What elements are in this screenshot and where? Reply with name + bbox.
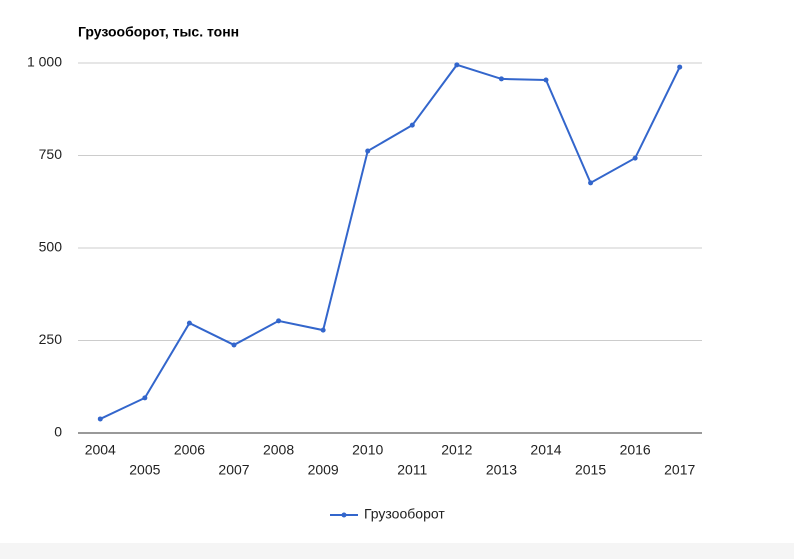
data-point	[142, 395, 148, 401]
x-tick-label: 2012	[441, 442, 472, 458]
x-tick-label: 2009	[308, 462, 339, 478]
data-point	[365, 148, 371, 154]
x-tick-label: 2005	[129, 462, 160, 478]
data-point	[320, 327, 326, 333]
legend-dot	[341, 512, 347, 518]
x-tick-label: 2016	[620, 442, 651, 458]
x-tick-label: 2017	[664, 462, 695, 478]
y-tick-label: 0	[54, 424, 62, 440]
y-tick-label: 1 000	[27, 54, 62, 70]
data-point	[543, 77, 549, 83]
data-line	[99, 63, 681, 420]
data-point	[632, 155, 638, 161]
data-point	[454, 62, 460, 68]
x-tick-label: 2010	[352, 442, 383, 458]
y-tick-label: 750	[39, 146, 63, 162]
data-point	[677, 64, 683, 70]
data-point	[588, 180, 594, 186]
chart-title: Грузооборот, тыс. тонн	[78, 24, 239, 40]
y-tick-label: 500	[39, 239, 63, 255]
data-point	[231, 342, 237, 348]
x-tick-label: 2015	[575, 462, 606, 478]
data-point	[276, 318, 282, 324]
data-point	[97, 416, 103, 422]
x-tick-label: 2011	[397, 462, 427, 478]
y-tick-label: 250	[39, 331, 63, 347]
data-point	[409, 122, 415, 128]
bottom-strip	[0, 543, 794, 559]
x-tick-label: 2013	[486, 462, 517, 478]
x-tick-label: 2004	[85, 442, 116, 458]
legend-label: Грузооборот	[364, 506, 445, 522]
x-tick-label: 2014	[530, 442, 561, 458]
data-point	[498, 76, 504, 82]
data-point	[186, 320, 192, 326]
x-tick-label: 2008	[263, 442, 294, 458]
x-tick-label: 2006	[174, 442, 205, 458]
x-tick-label: 2007	[218, 462, 249, 478]
